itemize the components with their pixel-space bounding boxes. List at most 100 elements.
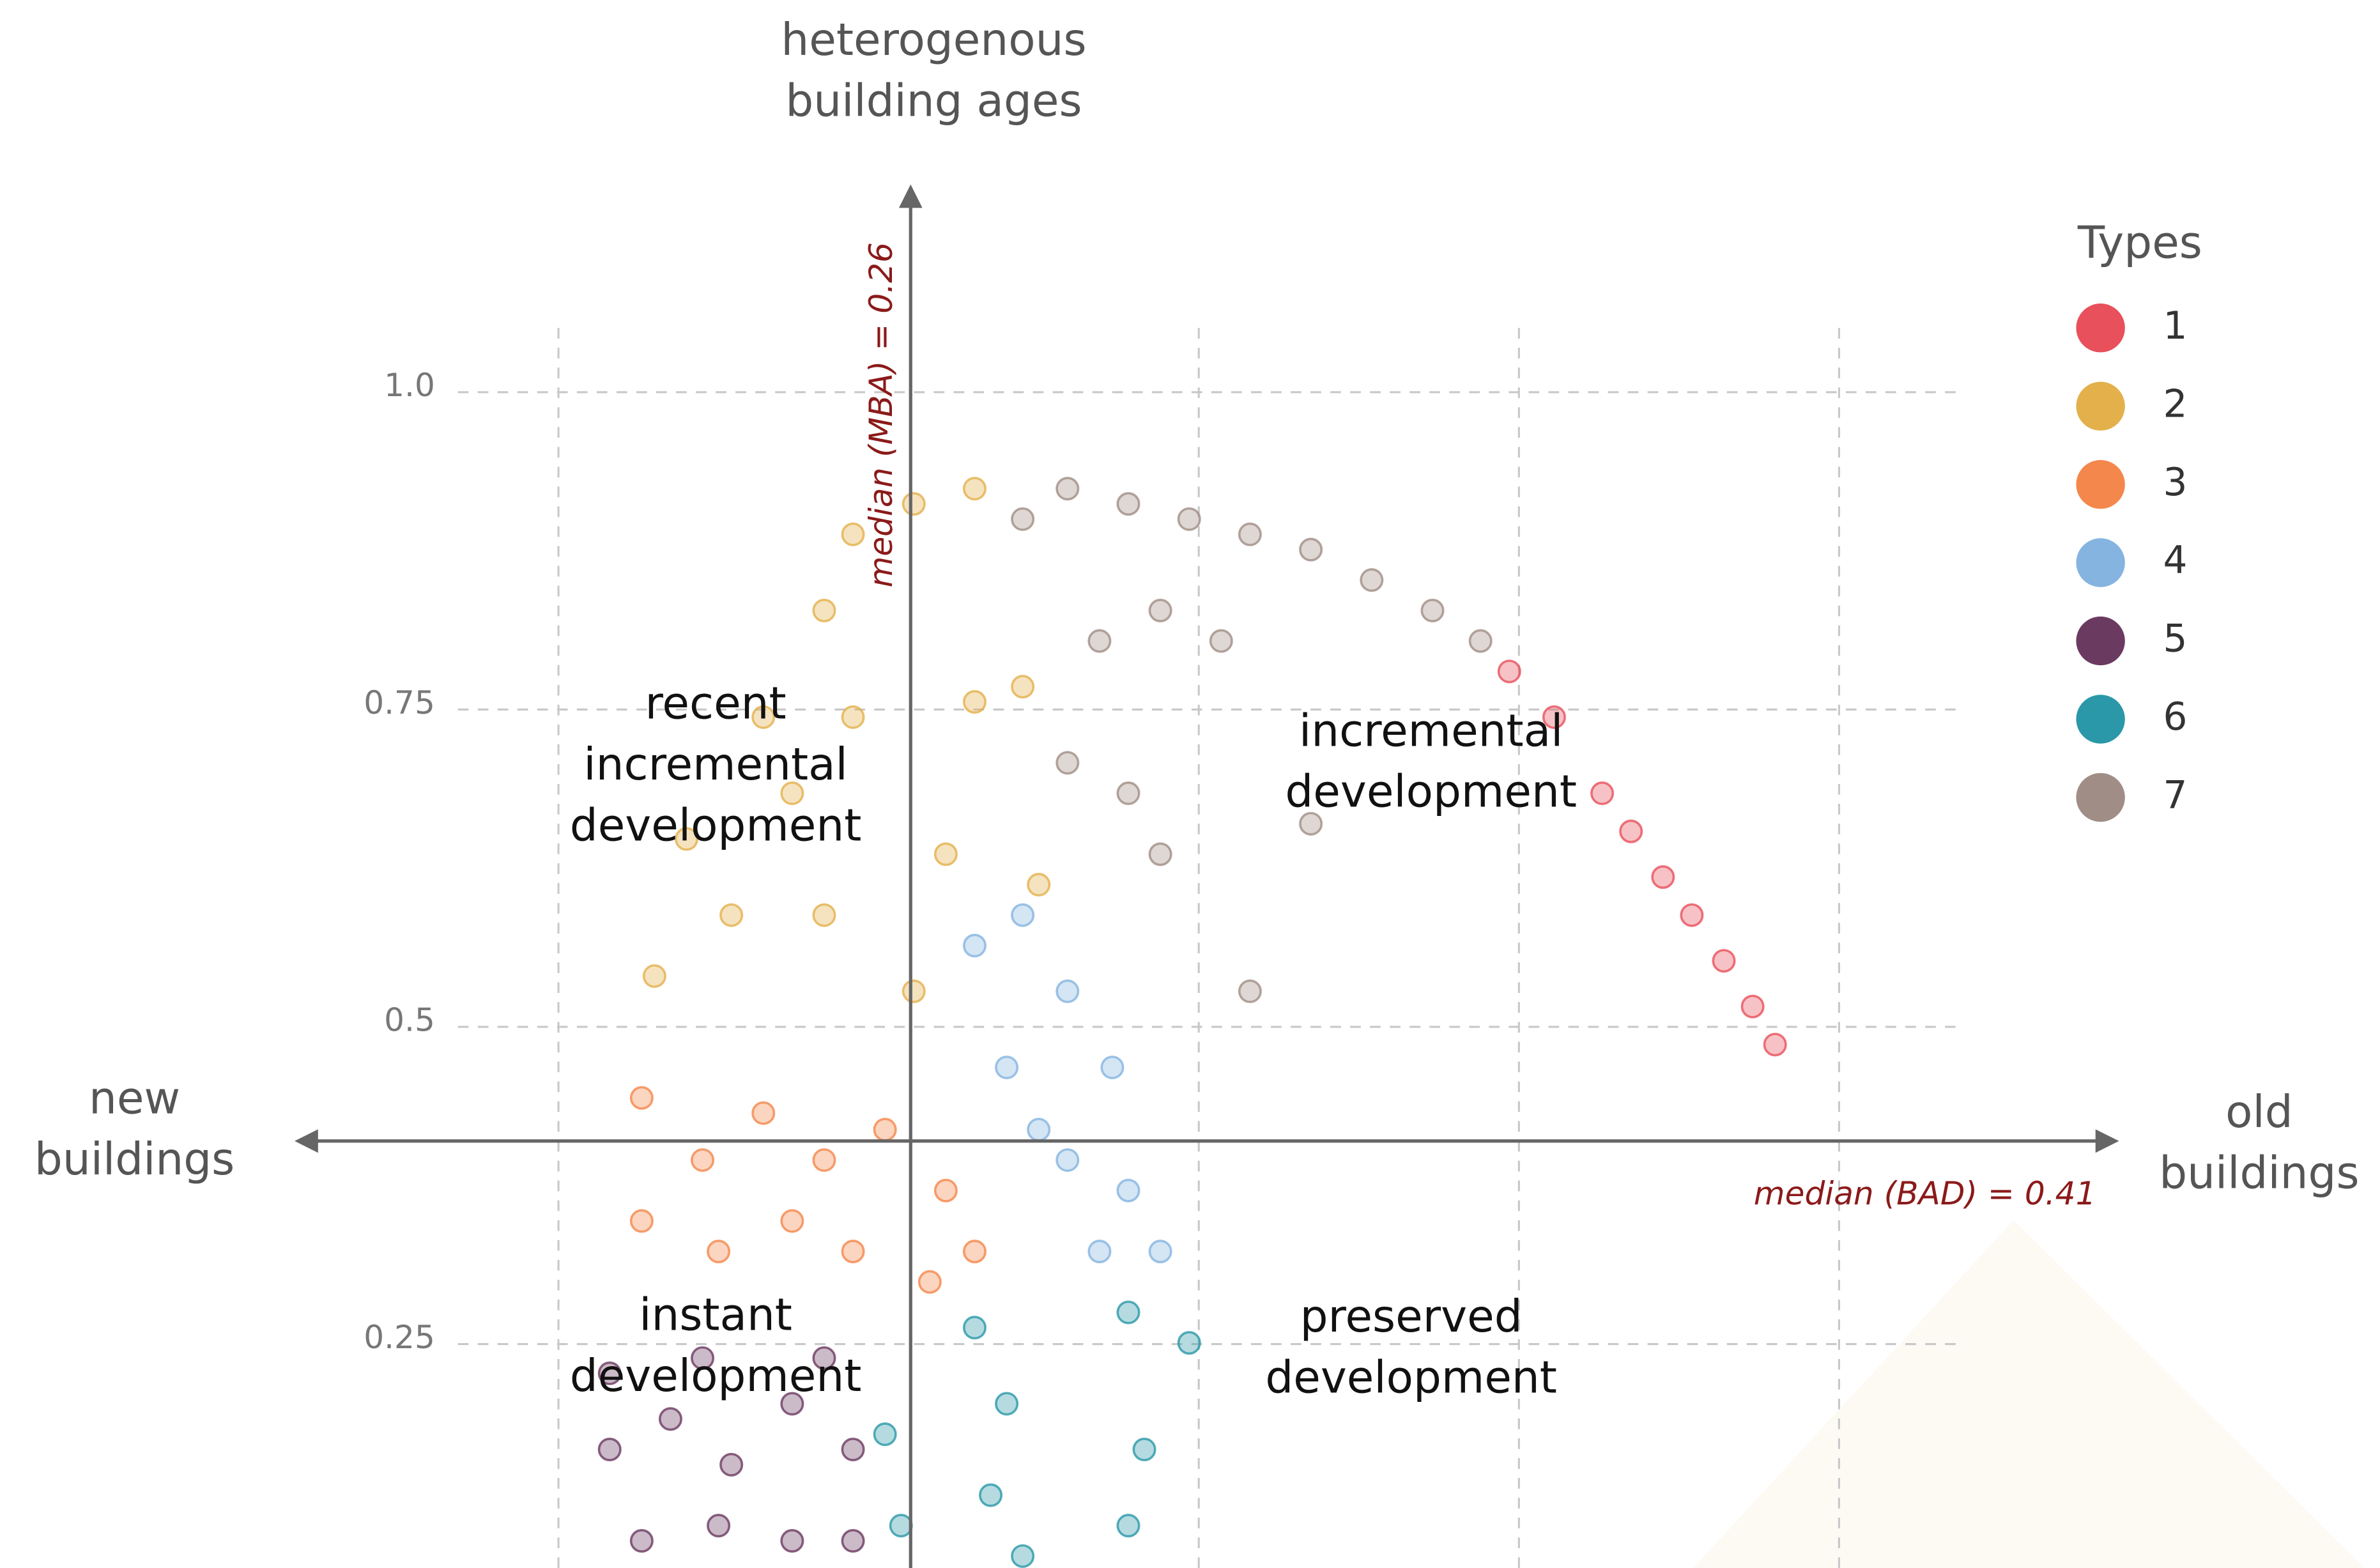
point (1680, 903, 1704, 927)
legend-swatch (2076, 695, 2125, 744)
point (962, 934, 987, 958)
axis-title: buildings (35, 1134, 234, 1185)
point (707, 1240, 731, 1264)
point (1148, 1240, 1172, 1264)
annotation: incremental (1299, 705, 1563, 757)
point (873, 1118, 897, 1142)
point (995, 1392, 1019, 1416)
axis-title: old (2225, 1087, 2293, 1138)
point (1619, 819, 1643, 843)
axis-title: new (89, 1073, 180, 1125)
point (751, 1101, 776, 1125)
point (1087, 629, 1112, 653)
axis-title: building ages (785, 75, 1082, 127)
point (1148, 598, 1172, 622)
legend-label: 4 (2163, 539, 2188, 583)
point (1420, 598, 1445, 622)
annotation: preserved (1300, 1291, 1523, 1342)
point (902, 492, 926, 516)
point (1132, 1437, 1156, 1461)
point (1740, 994, 1765, 1018)
point (597, 1361, 622, 1385)
point (962, 690, 987, 714)
axis-title: buildings (2159, 1148, 2359, 1199)
point (841, 705, 865, 729)
point (1011, 1544, 1035, 1568)
y-tick-label: 0.25 (364, 1318, 435, 1356)
axis-title: heterogenous (781, 15, 1086, 66)
legend-label: 3 (2163, 461, 2188, 505)
legend-swatch (2076, 538, 2125, 587)
point (979, 1483, 1003, 1507)
point (1056, 751, 1080, 775)
point (1763, 1033, 1787, 1057)
point (1027, 873, 1051, 897)
point (629, 1086, 654, 1110)
point (780, 781, 804, 806)
point (962, 1316, 987, 1340)
point (1177, 507, 1201, 531)
legend-swatch (2076, 616, 2125, 666)
point (780, 1529, 804, 1553)
point (1087, 1240, 1112, 1264)
annotation: incremental (583, 739, 847, 790)
point (962, 1240, 987, 1264)
point (1011, 507, 1035, 531)
legend-label: 2 (2163, 382, 2188, 426)
point (1056, 477, 1080, 501)
point (1116, 1300, 1140, 1325)
y-tick-label: 0.75 (364, 684, 435, 721)
point (719, 1452, 744, 1477)
point (1116, 492, 1140, 516)
point (933, 1178, 958, 1203)
point (1497, 659, 1521, 684)
point (1238, 979, 1262, 1003)
legend-swatch (2076, 304, 2125, 353)
point (1468, 629, 1493, 653)
y-tick-label: 1.0 (384, 366, 435, 404)
point (691, 1346, 715, 1370)
point (1148, 842, 1172, 866)
annotation: instant (639, 1290, 792, 1341)
point (889, 1514, 913, 1538)
point (1712, 949, 1736, 973)
annotation: development (570, 1351, 862, 1402)
point (1590, 781, 1615, 806)
point (1116, 1514, 1140, 1538)
annotation: development (570, 800, 862, 851)
point (597, 1437, 622, 1461)
point (841, 522, 865, 546)
point (812, 903, 836, 927)
point (1056, 979, 1080, 1003)
legend-label: 7 (2163, 774, 2188, 818)
point (642, 964, 666, 988)
point (902, 979, 926, 1003)
annotation: recent (645, 678, 786, 729)
point (1056, 1148, 1080, 1172)
point (1011, 675, 1035, 699)
point (674, 827, 698, 851)
point (1116, 1178, 1140, 1203)
point (1011, 903, 1035, 927)
point (1238, 522, 1262, 546)
legend-swatch (2076, 459, 2125, 509)
legend-label: 1 (2163, 304, 2188, 348)
point (1360, 568, 1384, 592)
legend-swatch (2076, 772, 2125, 822)
median-label: median (MBA) = 0.26 (862, 242, 900, 587)
y-tick-label: 0.5 (384, 1001, 435, 1038)
point (841, 1437, 865, 1461)
point (812, 598, 836, 622)
point (1100, 1056, 1125, 1080)
point (780, 1209, 804, 1233)
point (707, 1514, 731, 1538)
point (962, 477, 987, 501)
point (873, 1422, 897, 1447)
point (719, 903, 744, 927)
point (1299, 811, 1323, 836)
point (1209, 629, 1233, 653)
point (1651, 865, 1675, 889)
point (658, 1407, 682, 1431)
point (933, 842, 958, 866)
